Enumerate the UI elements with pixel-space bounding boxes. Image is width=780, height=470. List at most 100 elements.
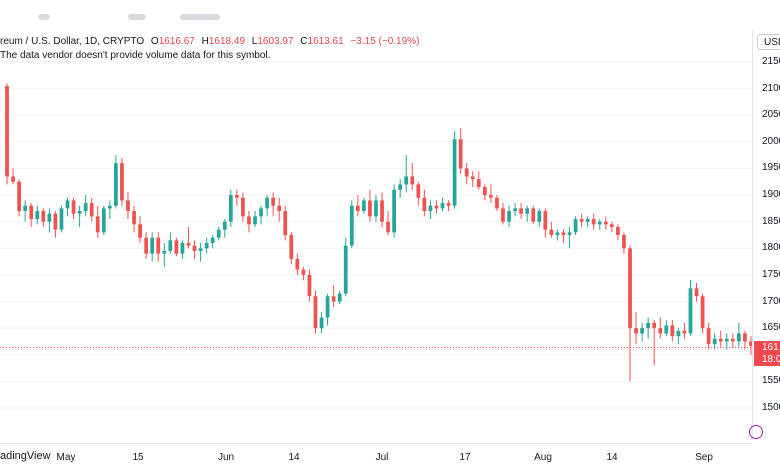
symbol-legend: reum / U.S. Dollar, 1D, CRYPTO O1616.67 … bbox=[0, 36, 419, 47]
candle bbox=[470, 171, 475, 188]
candle-body bbox=[89, 203, 94, 217]
candle-body bbox=[573, 219, 578, 233]
symbol-name: reum / U.S. Dollar, 1D, CRYPTO bbox=[0, 36, 145, 47]
candle-body bbox=[253, 216, 257, 225]
price-tick-label: 1750 bbox=[762, 268, 780, 280]
candle-body bbox=[609, 224, 614, 228]
price-tick-label: 1950 bbox=[762, 162, 780, 174]
countdown-label: 18:0 bbox=[762, 354, 780, 365]
candle bbox=[730, 333, 735, 347]
candle-body bbox=[428, 205, 433, 212]
candle bbox=[737, 322, 741, 347]
candle bbox=[77, 205, 82, 228]
candle-body bbox=[150, 237, 155, 254]
candle-body bbox=[186, 242, 191, 246]
candle-body bbox=[95, 216, 100, 233]
candle bbox=[53, 211, 58, 238]
candle-body bbox=[362, 200, 366, 212]
candle-body bbox=[241, 197, 245, 217]
candle bbox=[71, 197, 76, 220]
time-axis[interactable] bbox=[0, 443, 752, 444]
candle-body bbox=[71, 200, 76, 214]
candle bbox=[120, 157, 124, 206]
candle bbox=[277, 197, 282, 222]
candle bbox=[501, 203, 505, 225]
time-tick-label: 15 bbox=[132, 452, 144, 463]
candle bbox=[652, 320, 657, 366]
candle-body bbox=[126, 200, 130, 212]
candle bbox=[597, 219, 602, 230]
candle bbox=[349, 200, 354, 249]
candle bbox=[464, 163, 469, 185]
candle-body bbox=[597, 221, 602, 225]
candle-body bbox=[65, 200, 70, 209]
candle-body bbox=[247, 216, 251, 225]
candle bbox=[295, 253, 300, 275]
candle bbox=[126, 192, 130, 220]
toolbar-item[interactable] bbox=[180, 14, 220, 20]
candle-body bbox=[422, 197, 427, 212]
candle bbox=[603, 216, 608, 230]
candle-body bbox=[446, 203, 451, 206]
candle-body bbox=[368, 200, 372, 217]
candle-body bbox=[319, 317, 324, 329]
candle bbox=[204, 237, 209, 254]
candle-body bbox=[277, 205, 282, 212]
candle bbox=[616, 224, 620, 241]
candle bbox=[271, 192, 276, 217]
settings-circle-icon[interactable] bbox=[749, 425, 763, 439]
price-axis[interactable] bbox=[752, 30, 780, 440]
candle-body bbox=[41, 211, 46, 222]
candle-body bbox=[561, 232, 566, 235]
candle bbox=[138, 216, 142, 243]
candle bbox=[5, 83, 9, 185]
candle bbox=[95, 205, 100, 238]
candle bbox=[234, 189, 239, 206]
candle bbox=[706, 322, 711, 350]
candle-body bbox=[616, 227, 620, 235]
candle bbox=[622, 232, 626, 254]
candle-body bbox=[216, 229, 221, 238]
candle bbox=[609, 221, 614, 233]
candle-body bbox=[646, 322, 651, 329]
candle bbox=[743, 330, 747, 350]
toolbar-item[interactable] bbox=[128, 14, 146, 20]
candle-body bbox=[549, 229, 554, 235]
price-tick-label: 1500 bbox=[762, 402, 780, 413]
candle bbox=[676, 328, 681, 345]
candle-body bbox=[11, 176, 15, 182]
candle-body bbox=[579, 219, 584, 222]
candlestick-chart[interactable] bbox=[0, 30, 752, 443]
candle bbox=[301, 266, 306, 281]
candle bbox=[416, 181, 421, 206]
candle-body bbox=[737, 333, 741, 342]
candle-body bbox=[331, 296, 336, 302]
candle-body bbox=[132, 211, 136, 225]
candle bbox=[640, 322, 644, 342]
candle bbox=[585, 216, 590, 228]
candle-body bbox=[555, 232, 560, 235]
candle bbox=[434, 200, 439, 214]
change-value: −3.15 (−0.19%) bbox=[350, 36, 420, 47]
candle-body bbox=[17, 181, 21, 212]
candle-body bbox=[349, 205, 354, 246]
candle-body bbox=[392, 189, 396, 233]
price-tick-label: 1550 bbox=[762, 375, 780, 387]
candle-body bbox=[724, 338, 729, 342]
candle bbox=[422, 189, 427, 217]
candle bbox=[355, 195, 360, 217]
candle bbox=[628, 245, 632, 382]
candle-body bbox=[234, 195, 239, 198]
currency-button[interactable]: USD bbox=[757, 34, 780, 50]
time-tick-label: 17 bbox=[459, 452, 471, 463]
candle-body bbox=[519, 208, 524, 214]
candle-body bbox=[271, 197, 276, 206]
toolbar-item[interactable] bbox=[38, 14, 50, 20]
candle bbox=[700, 293, 705, 334]
candle bbox=[688, 280, 693, 337]
candle-body bbox=[434, 205, 439, 209]
candle bbox=[289, 232, 294, 265]
current-price-label: 161 bbox=[762, 342, 779, 353]
candle bbox=[265, 195, 269, 217]
top-toolbar bbox=[0, 0, 780, 26]
